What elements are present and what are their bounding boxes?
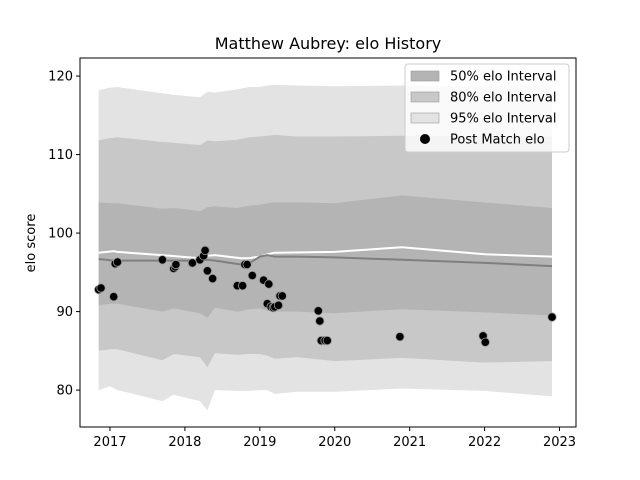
post-match-elo-point xyxy=(208,273,218,284)
y-tick-label: 100 xyxy=(48,227,73,242)
chart-title: Matthew Aubrey: elo History xyxy=(215,34,442,53)
legend-label-3: 95% elo Interval xyxy=(450,112,557,127)
legend-marker-post-match-elo xyxy=(420,134,430,144)
x-tick-label: 2017 xyxy=(93,435,126,450)
legend-label-2: 80% elo Interval xyxy=(450,91,557,106)
legend: 50% elo Interval 80% elo Interval 95% elo … xyxy=(404,63,570,153)
y-tick-label: 90 xyxy=(56,305,73,320)
post-match-elo-point xyxy=(277,291,287,301)
y-tick-label: 80 xyxy=(56,384,73,399)
x-tick-label: 2020 xyxy=(318,435,351,450)
post-match-elo-point xyxy=(242,259,252,270)
post-match-elo-point xyxy=(200,245,210,255)
post-match-elo-point xyxy=(171,259,181,270)
x-tick-label: 2023 xyxy=(543,435,576,450)
legend-swatch-2 xyxy=(410,91,440,103)
legend-swatch-1 xyxy=(410,70,440,82)
post-match-elo-point xyxy=(247,270,257,281)
post-match-elo-point xyxy=(264,279,274,289)
legend-box xyxy=(404,63,570,153)
series-line-1 xyxy=(98,246,553,260)
y-axis-label: elo score xyxy=(24,214,39,273)
post-match-elo-point xyxy=(480,337,490,347)
legend-swatch-3 xyxy=(410,112,440,124)
axes-frame xyxy=(79,57,577,428)
x-tick-label: 2019 xyxy=(243,435,276,450)
post-match-elo-point xyxy=(313,306,323,316)
post-match-elo-point xyxy=(238,281,248,291)
legend-label-4: Post Match elo xyxy=(450,133,545,148)
post-match-elo-point xyxy=(395,332,405,342)
x-tick-label: 2018 xyxy=(168,435,201,450)
x-tick-label: 2021 xyxy=(393,435,426,450)
post-match-elo-point xyxy=(273,300,284,310)
x-tick-label: 2022 xyxy=(468,435,501,450)
y-tick-label: 120 xyxy=(48,70,73,85)
y-tick-label: 110 xyxy=(48,148,73,163)
post-match-elo-point xyxy=(112,257,123,267)
post-match-elo-point xyxy=(315,316,325,326)
post-match-elo-point xyxy=(96,283,106,293)
post-match-elo-point xyxy=(322,335,332,346)
post-match-elo-point xyxy=(109,292,119,302)
plot-area: 2017 2018 2019 2020 2021 2022 2023 80 90 100 110 12… xyxy=(48,57,577,450)
post-match-elo-point xyxy=(547,312,557,322)
post-match-elo-point xyxy=(202,266,212,276)
legend-label-1: 50% elo Interval xyxy=(450,70,557,85)
post-match-elo-point xyxy=(157,255,167,265)
